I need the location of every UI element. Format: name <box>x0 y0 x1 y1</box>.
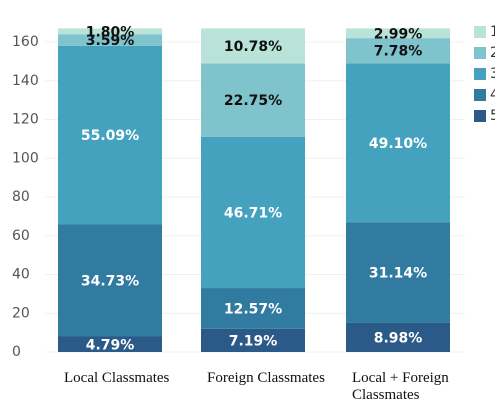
bar-segment <box>346 222 450 323</box>
data-label: 31.14% <box>369 266 427 282</box>
bar-segment <box>201 328 305 352</box>
y-tick-label: 40 <box>12 267 30 283</box>
legend-label: 5 <box>490 108 495 124</box>
data-label: 2.99% <box>374 26 423 42</box>
legend-swatch <box>474 110 486 122</box>
data-label: 3.59% <box>86 33 135 49</box>
y-tick-label: 0 <box>12 344 21 360</box>
data-label: 8.98% <box>374 330 423 346</box>
y-tick-label: 140 <box>12 73 39 89</box>
y-tick-label: 100 <box>12 150 39 166</box>
legend-swatch <box>474 26 486 38</box>
legend-label: 4 <box>490 87 495 103</box>
y-tick-label: 120 <box>12 112 39 128</box>
data-label: 22.75% <box>224 93 282 109</box>
bar-segment <box>346 63 450 223</box>
data-label: 12.57% <box>224 301 282 317</box>
y-tick-label: 20 <box>12 305 30 321</box>
bar-segment <box>58 224 162 337</box>
bar-segment <box>346 28 450 39</box>
data-label: 55.09% <box>81 128 139 144</box>
bar-segment <box>346 38 450 64</box>
x-tick-label: Local Classmates <box>64 370 170 386</box>
legend-swatch <box>474 47 486 59</box>
y-tick-label: 160 <box>12 34 39 50</box>
data-label: 7.78% <box>374 44 423 60</box>
legend-label: 2 <box>490 45 495 61</box>
legend-label: 3 <box>490 66 495 82</box>
bar-segment <box>346 322 450 352</box>
bar-segment <box>58 45 162 225</box>
y-tick-label: 60 <box>12 228 30 244</box>
data-label: 7.19% <box>229 333 278 349</box>
x-tick-label: Local + Foreign Classmates <box>352 370 449 403</box>
legend-swatch <box>474 68 486 80</box>
data-label: 10.78% <box>224 39 282 55</box>
bar-segment <box>201 136 305 289</box>
bar-segment <box>58 34 162 46</box>
bar-segment <box>58 28 162 35</box>
data-label: 1.80% <box>86 24 135 40</box>
y-tick-label: 80 <box>12 189 30 205</box>
data-label: 46.71% <box>224 206 282 222</box>
x-tick-label: Foreign Classmates <box>207 370 325 386</box>
bar-segment <box>201 63 305 137</box>
data-label: 49.10% <box>369 136 427 152</box>
data-label: 4.79% <box>86 337 135 353</box>
legend-label: 1 <box>490 24 495 40</box>
legend-swatch <box>474 89 486 101</box>
bar-segment <box>58 336 162 352</box>
bar-segment <box>201 28 305 64</box>
bar-segment <box>201 288 305 329</box>
data-label: 34.73% <box>81 273 139 289</box>
